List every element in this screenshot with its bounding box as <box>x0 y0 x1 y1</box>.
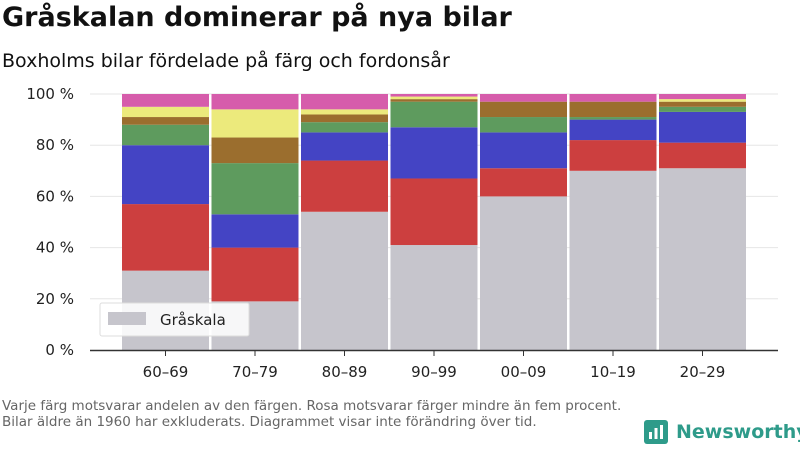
stacked-bar-chart: 0 % 20 % 40 % 60 % 80 % 100 % 60–69 70–79 80–89 9… <box>26 85 778 381</box>
bar-segment <box>480 101 567 118</box>
bar-segment <box>480 132 567 169</box>
bar-segment <box>122 145 209 205</box>
bar-segment <box>390 94 478 97</box>
bar-segment <box>659 106 746 112</box>
bar-segment <box>390 178 478 246</box>
x-tick-label: 80–89 <box>322 363 368 381</box>
bar-segment <box>211 109 299 138</box>
bar-segment <box>211 247 299 302</box>
bar-segment <box>301 122 388 133</box>
x-tick-label: 70–79 <box>232 363 278 381</box>
bar-segment <box>390 101 478 128</box>
y-tick-label: 20 % <box>36 290 74 308</box>
legend-label: Gråskala <box>160 311 226 329</box>
bar-segment <box>659 142 746 169</box>
bar-segment <box>122 124 209 146</box>
bar-segment <box>659 168 746 350</box>
bar-segment <box>480 117 567 133</box>
bar-segment <box>569 94 657 102</box>
bar-segment <box>569 101 657 118</box>
y-tick-label: 100 % <box>26 85 74 103</box>
bar-segment <box>659 111 746 143</box>
bar-segment <box>301 160 388 212</box>
bar-segment <box>480 168 567 197</box>
legend-box <box>99 302 250 337</box>
bar-segment <box>301 132 388 161</box>
y-tick-label: 0 % <box>45 341 74 359</box>
bar-segment <box>569 140 657 171</box>
bar-segment <box>122 204 209 271</box>
bar-segment <box>569 117 657 120</box>
legend-swatch <box>108 312 146 325</box>
bar-segment <box>211 214 299 248</box>
x-tick-label: 20–29 <box>680 363 726 381</box>
bar-segment <box>122 106 209 118</box>
bar-segment <box>659 99 746 102</box>
y-tick-label: 40 % <box>36 239 74 257</box>
chart-subtitle: Boxholms bilar fördelade på färg och for… <box>2 50 450 72</box>
bar-segment <box>390 99 478 102</box>
bar-segment <box>301 94 388 110</box>
bar-segment <box>390 245 478 350</box>
footnote: Varje färg motsvarar andelen av den färg… <box>2 398 622 430</box>
bar-segment <box>301 109 388 115</box>
bar-segment <box>659 101 746 107</box>
bar-segment <box>211 137 299 164</box>
bar-segment <box>301 211 388 350</box>
bar-segment <box>211 163 299 215</box>
y-tick-label: 60 % <box>36 187 74 205</box>
bar-segment <box>301 114 388 123</box>
bar-segment <box>569 119 657 141</box>
newsworthy-logo-icon <box>644 420 668 444</box>
x-tick-label: 00–09 <box>501 363 547 381</box>
bar-segment <box>211 94 299 110</box>
bar-segment <box>390 96 478 100</box>
bar-segment <box>122 94 209 107</box>
brand-name: Newsworthy <box>676 421 800 443</box>
brand-logo: Newsworthy <box>644 420 800 444</box>
x-tick-label: 60–69 <box>143 363 189 381</box>
bar-segment <box>122 117 209 125</box>
bar-segment <box>659 94 746 100</box>
x-tick-label: 10–19 <box>590 363 636 381</box>
bar-segment <box>480 94 567 102</box>
bar-segment <box>390 127 478 179</box>
chart-title: Gråskalan dominerar på nya bilar <box>2 2 512 33</box>
bar-segment <box>480 196 567 350</box>
x-tick-label: 90–99 <box>411 363 457 381</box>
y-tick-label: 80 % <box>36 136 74 154</box>
bar-segment <box>569 170 657 350</box>
